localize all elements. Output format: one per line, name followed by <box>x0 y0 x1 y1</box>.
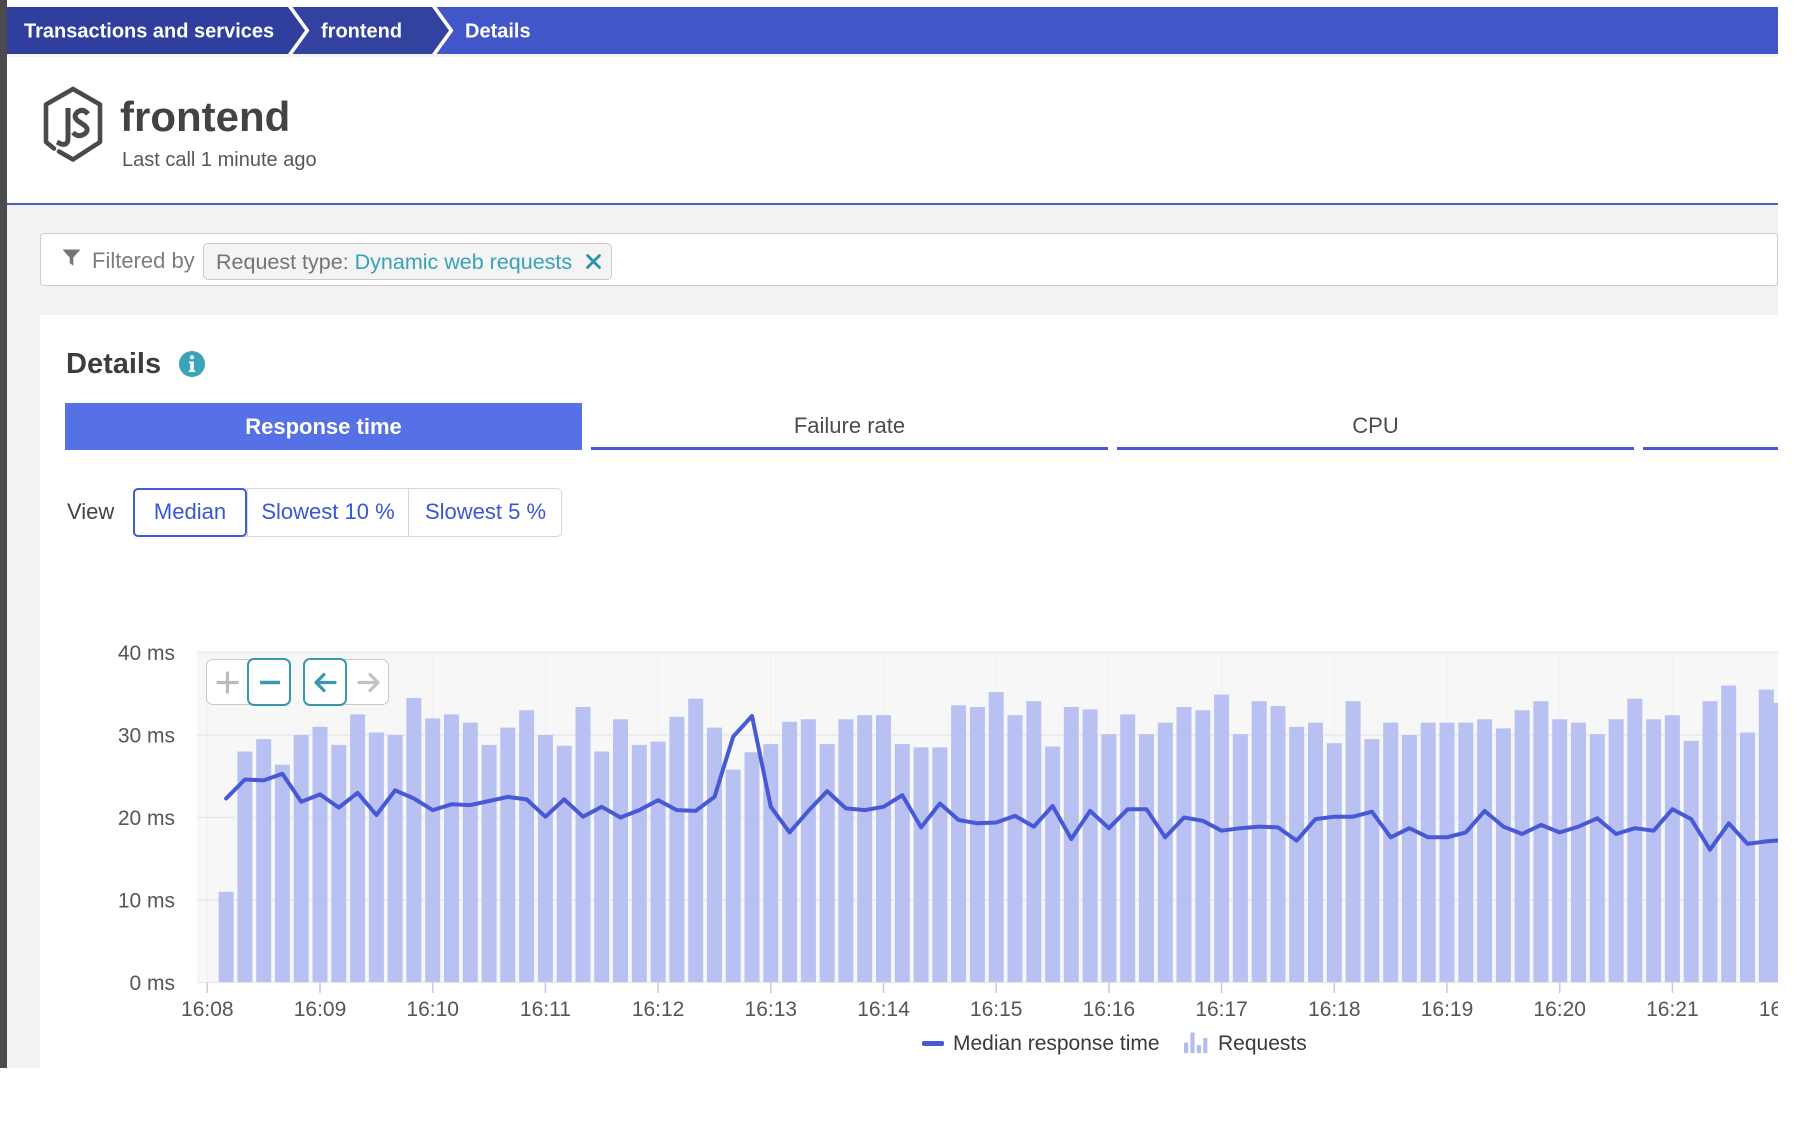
svg-text:10 ms: 10 ms <box>118 890 175 913</box>
svg-text:16:16: 16:16 <box>1083 998 1136 1021</box>
svg-text:Details: Details <box>465 21 531 43</box>
svg-text:16:13: 16:13 <box>745 998 798 1021</box>
svg-text:16:22: 16:22 <box>1759 998 1778 1021</box>
svg-text:16:18: 16:18 <box>1308 998 1361 1021</box>
svg-text:16:19: 16:19 <box>1421 998 1474 1021</box>
svg-text:Transactions and services: Transactions and services <box>24 21 274 43</box>
svg-text:40 ms: 40 ms <box>118 642 175 665</box>
svg-text:16:14: 16:14 <box>857 998 910 1021</box>
svg-text:16:12: 16:12 <box>632 998 685 1021</box>
svg-text:16:21: 16:21 <box>1646 998 1699 1021</box>
svg-text:0 ms: 0 ms <box>129 972 175 995</box>
svg-text:16:17: 16:17 <box>1195 998 1248 1021</box>
svg-text:16:20: 16:20 <box>1533 998 1586 1021</box>
svg-text:20 ms: 20 ms <box>118 807 175 830</box>
svg-text:16:15: 16:15 <box>970 998 1023 1021</box>
svg-text:16:09: 16:09 <box>294 998 347 1021</box>
svg-text:16:11: 16:11 <box>520 998 571 1021</box>
svg-text:16:10: 16:10 <box>406 998 459 1021</box>
svg-text:30 ms: 30 ms <box>118 725 175 748</box>
svg-text:frontend: frontend <box>321 21 402 43</box>
svg-text:16:08: 16:08 <box>181 998 234 1021</box>
